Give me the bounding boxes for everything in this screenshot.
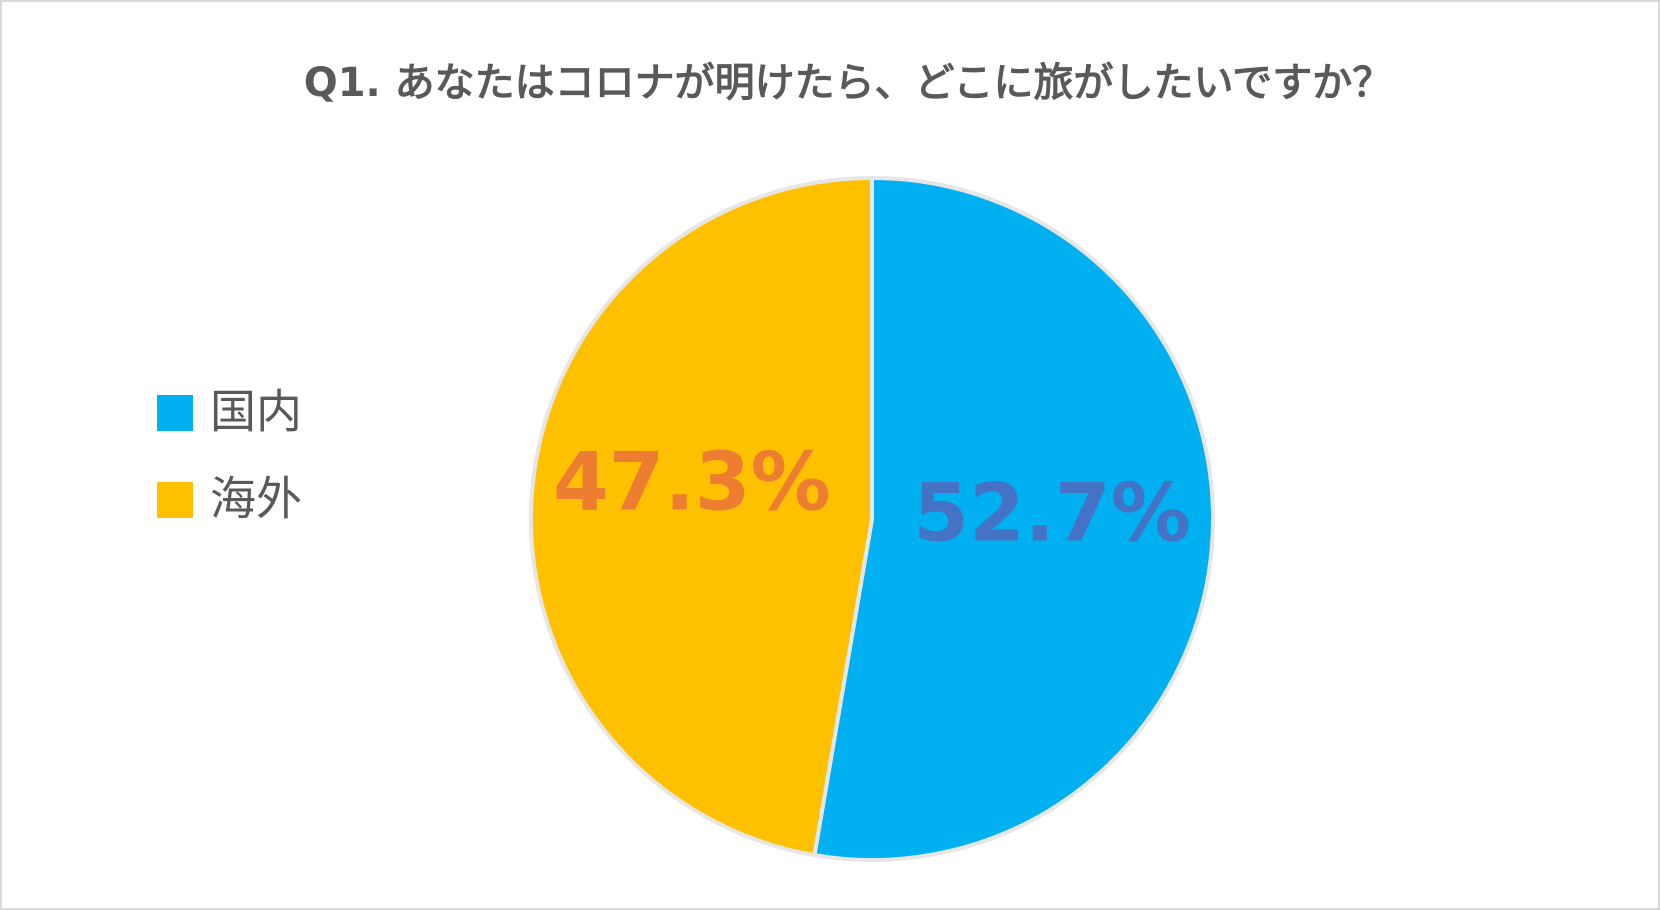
legend-swatch	[157, 482, 193, 518]
chart-title: Q1. あなたはコロナが明けたら、どこに旅がしたいですか？	[304, 60, 1393, 106]
value-label: 47.3%	[553, 436, 831, 529]
value-label: 52.7%	[913, 466, 1191, 559]
pie-slice	[812, 175, 1215, 862]
legend-label: 国内	[210, 385, 302, 439]
pie-slice	[529, 175, 874, 858]
legend-label: 海外	[210, 472, 302, 526]
legend-swatch	[157, 395, 193, 431]
